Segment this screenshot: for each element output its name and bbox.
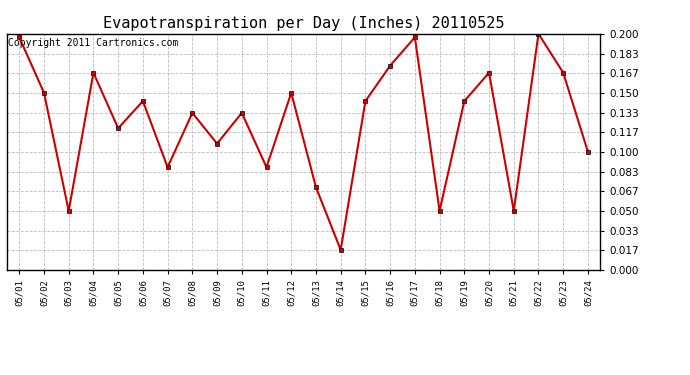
Text: Copyright 2011 Cartronics.com: Copyright 2011 Cartronics.com	[8, 39, 179, 48]
Title: Evapotranspiration per Day (Inches) 20110525: Evapotranspiration per Day (Inches) 2011…	[103, 16, 504, 31]
